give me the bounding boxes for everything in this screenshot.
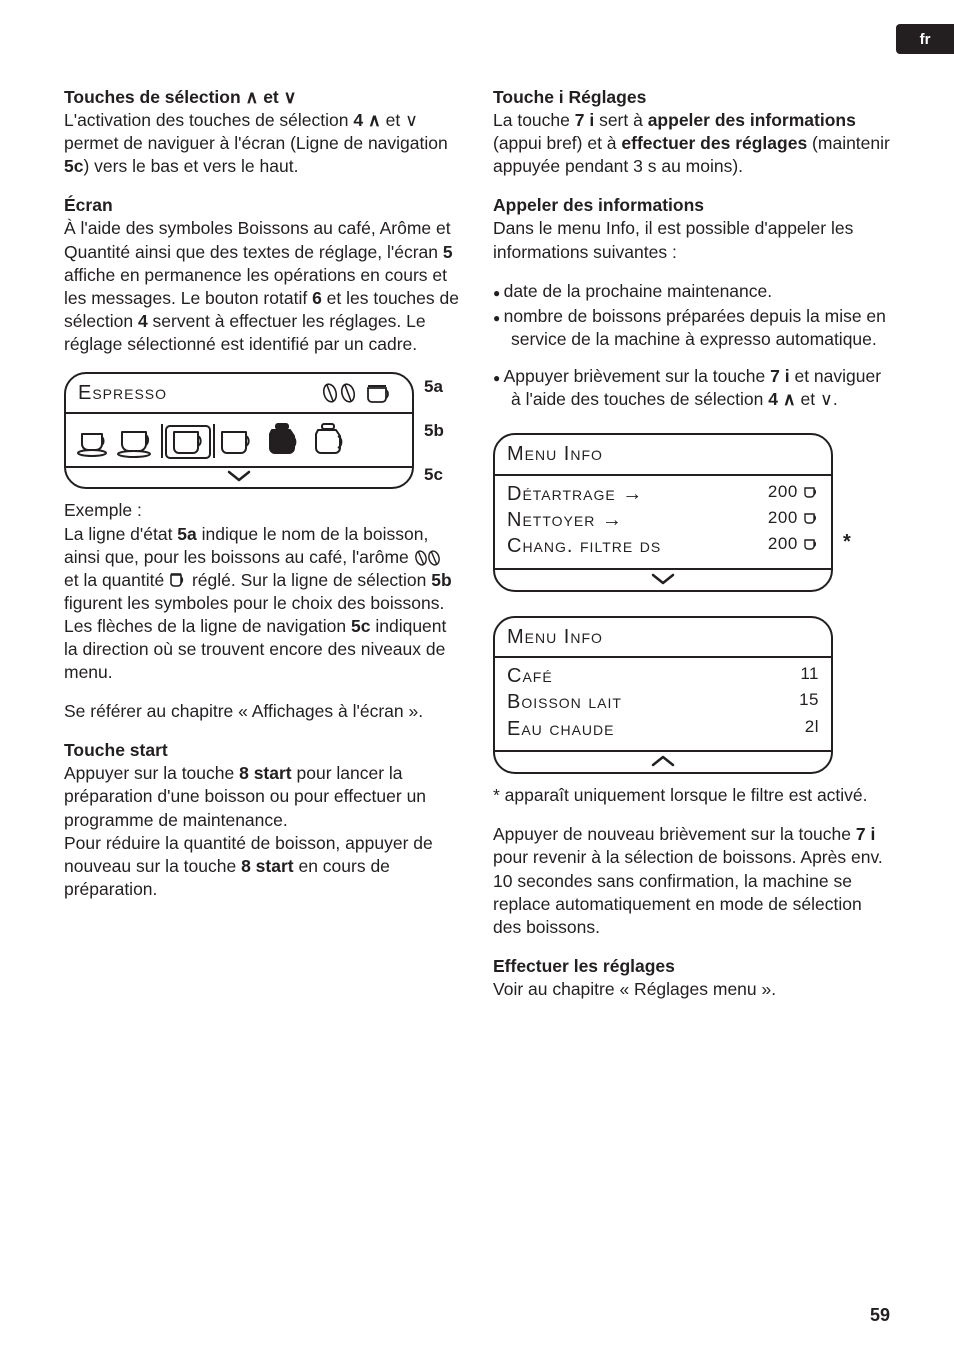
list-item: nombre de boissons préparées depuis la m… (493, 305, 890, 351)
panel2-r3l: Chang. filtre ds (507, 533, 661, 559)
heading-touche-i: Touche i Réglages (493, 87, 646, 107)
panel3-r3l: Eau chaude (507, 716, 614, 742)
left-column: Touches de sélection ∧ et ∨ L'activation… (64, 86, 461, 1017)
ref-5c2: 5c (351, 616, 370, 636)
panel3-r2r: 15 (799, 689, 819, 715)
ref-4: 4 ∧ (353, 110, 380, 130)
label-5c: 5c (424, 464, 443, 486)
ref-4b: 4 (138, 311, 148, 331)
text: Voir au chapitre « Réglages menu ». (493, 979, 776, 999)
panel2-title: Menu Info (507, 441, 603, 467)
ref-4c: 4 ∧ (768, 389, 795, 409)
text: À l'aide des symboles Boissons au café, … (64, 218, 451, 261)
see-chapter: Se référer au chapitre « Affichages à l'… (64, 700, 461, 723)
text: Appuyer sur la touche (64, 763, 239, 783)
label-5b: 5b (424, 420, 444, 442)
footnote: * apparaît uniquement lorsque le filtre … (493, 784, 890, 807)
panel3-r3r: 2l (805, 716, 819, 742)
right-column: Touche i Réglages La touche 7 i sert à a… (493, 86, 890, 1017)
bold-effectuer: effectuer des réglages (621, 133, 807, 153)
ref-7i-b: 7 i (770, 366, 789, 386)
heading-ecran: Écran (64, 195, 113, 215)
ref-8start-b: 8 start (241, 856, 294, 876)
text: réglé. Sur la ligne de sélection (187, 570, 431, 590)
ref-5: 5 (443, 242, 453, 262)
panel-title: Espresso (78, 380, 167, 406)
text: La touche (493, 110, 575, 130)
panel3-title: Menu Info (507, 624, 603, 650)
panel3-r1l: Café (507, 663, 553, 689)
panel2-r2r: 200 (768, 507, 819, 533)
text: Appuyer brièvement sur la touche (504, 366, 771, 386)
label-5a: 5a (424, 376, 443, 398)
text: (appui bref) et à (493, 133, 621, 153)
bold-appeler: appeler des informations (648, 110, 856, 130)
filter-star: * (843, 529, 851, 555)
panel2-r2l: Nettoyer → (507, 507, 623, 533)
ref-5c: 5c (64, 156, 83, 176)
cup-quantity-icon (169, 573, 187, 589)
example-label: Exemple : (64, 500, 142, 520)
text: et ∨ (796, 389, 833, 409)
drink-icons-row (74, 420, 394, 460)
chevron-down-icon (226, 469, 252, 483)
panel2-r1r: 200 (768, 481, 819, 507)
page-number: 59 (870, 1305, 890, 1326)
text: sert à (594, 110, 648, 130)
display-panel-menuinfo-1: Menu Info Détartrage →200 Nettoyer →200 … (493, 425, 890, 602)
text: L'activation des touches de sélection (64, 110, 353, 130)
heading-appeler-info: Appeler des informations (493, 195, 704, 215)
display-panel-espresso: Espresso (64, 372, 461, 489)
list-item: Appuyer brièvement sur la touche 7 i et … (493, 365, 890, 411)
chevron-down-icon (650, 572, 676, 586)
display-panel-menuinfo-2: Menu Info Café 11 Boisson lait 15 Eau chau… (493, 616, 833, 775)
ref-6: 6 (312, 288, 322, 308)
panel2-r3r: 200 (768, 533, 819, 559)
heading-effectuer: Effectuer les réglages (493, 956, 675, 976)
chevron-up-icon (650, 754, 676, 768)
text: ) vers le bas et vers le haut. (83, 156, 298, 176)
cup-icon (803, 486, 819, 499)
text: et la quantité (64, 570, 169, 590)
panel2-r1l: Détartrage → (507, 481, 643, 507)
heading-touche-start: Touche start (64, 740, 168, 760)
ref-7i-c: 7 i (856, 824, 875, 844)
text: Appuyer de nouveau brièvement sur la tou… (493, 824, 856, 844)
ref-7i: 7 i (575, 110, 594, 130)
text: pour revenir à la sélection de boissons.… (493, 847, 883, 936)
aroma-beans-icon (414, 550, 442, 566)
language-tab: fr (896, 24, 954, 54)
cup-icon (803, 512, 819, 525)
heading-touches-selection: Touches de sélection ∧ et ∨ (64, 87, 296, 107)
panel3-r2l: Boisson lait (507, 689, 622, 715)
cup-icon (803, 538, 819, 551)
panel3-r1r: 11 (800, 663, 819, 689)
ref-5a: 5a (177, 524, 196, 544)
info-list-2: Appuyer brièvement sur la touche 7 i et … (493, 365, 890, 411)
text: . (833, 389, 838, 409)
info-list: date de la prochaine maintenance. nombre… (493, 280, 890, 351)
list-item: date de la prochaine maintenance. (493, 280, 890, 303)
text: Dans le menu Info, il est possible d'app… (493, 218, 853, 261)
ref-5b: 5b (431, 570, 451, 590)
text: La ligne d'état (64, 524, 177, 544)
strength-cup-icons (322, 382, 400, 404)
ref-8start: 8 start (239, 763, 292, 783)
